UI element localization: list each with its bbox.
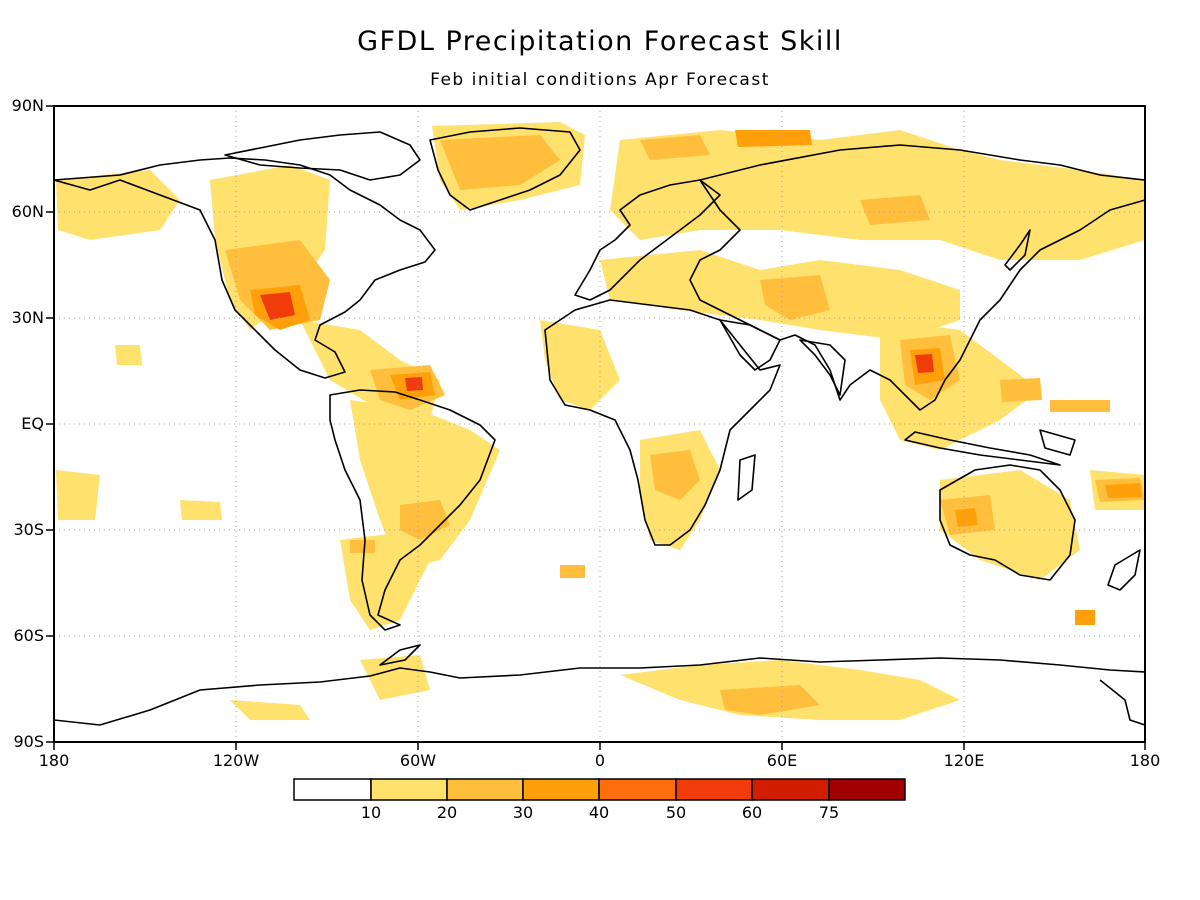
colorbar-label-10: 10 (360, 803, 382, 822)
colorbar-box-7 (828, 778, 906, 801)
lat-label-eq: EQ (21, 414, 44, 433)
coastlines (54, 127, 1145, 726)
colorbar-label-75: 75 (818, 803, 840, 822)
colorbar-box-6 (751, 778, 830, 801)
axis-ticks (46, 105, 1146, 750)
colorbar-box-4 (598, 778, 677, 801)
lon-label-60w: 60W (399, 751, 437, 770)
lon-label-120e: 120E (943, 751, 985, 770)
colorbar-label-40: 40 (588, 803, 610, 822)
colorbar-box-1 (370, 778, 448, 801)
colorbar-label-30: 30 (512, 803, 534, 822)
colorbar (293, 778, 906, 801)
colorbar-label-50: 50 (665, 803, 687, 822)
lat-label-30n: 30N (11, 308, 44, 327)
lon-label-120w: 120W (212, 751, 260, 770)
lat-label-90s: 90S (13, 732, 44, 751)
lat-label-60s: 60S (13, 626, 44, 645)
skill-field (54, 106, 1145, 742)
colorbar-label-60: 60 (741, 803, 763, 822)
lat-label-90n: 90N (11, 96, 44, 115)
lat-label-60n: 60N (11, 202, 44, 221)
lon-label-180w: 180 (38, 751, 70, 770)
lon-label-180e: 180 (1129, 751, 1161, 770)
map-subtitle: Feb initial conditions Apr Forecast (430, 70, 770, 90)
lon-label-60e: 60E (766, 751, 798, 770)
colorbar-box-3 (522, 778, 600, 801)
map-grid (54, 106, 1145, 742)
lat-label-30s: 30S (13, 520, 44, 539)
colorbar-box-5 (675, 778, 753, 801)
skill-patches-40-60 (260, 292, 934, 391)
colorbar-box-2 (446, 778, 524, 801)
colorbar-box-0 (293, 778, 372, 801)
colorbar-label-20: 20 (436, 803, 458, 822)
map-title: GFDL Precipitation Forecast Skill (357, 26, 843, 57)
lon-label-0: 0 (594, 751, 606, 770)
